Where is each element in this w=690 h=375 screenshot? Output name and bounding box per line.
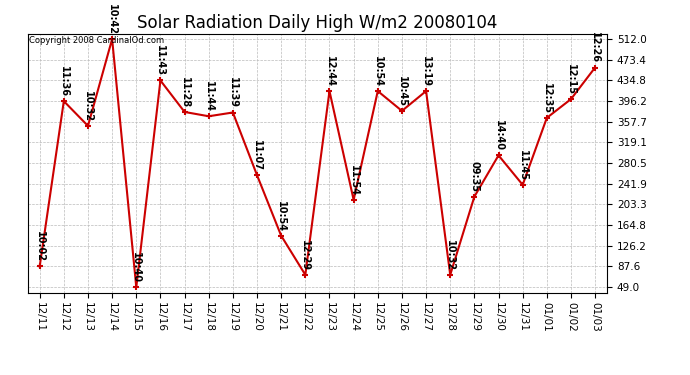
Text: 14:40: 14:40	[493, 120, 504, 151]
Text: 10:02: 10:02	[34, 231, 45, 262]
Text: 11:43: 11:43	[155, 45, 166, 76]
Text: 10:40: 10:40	[131, 252, 141, 283]
Title: Solar Radiation Daily High W/m2 20080104: Solar Radiation Daily High W/m2 20080104	[137, 14, 497, 32]
Text: 11:28: 11:28	[179, 76, 190, 108]
Text: 11:07: 11:07	[252, 140, 262, 171]
Text: 12:15: 12:15	[566, 64, 576, 95]
Text: 11:54: 11:54	[348, 165, 359, 196]
Text: 12:26: 12:26	[590, 32, 600, 63]
Text: 10:45: 10:45	[397, 76, 407, 107]
Text: 11:36: 11:36	[59, 66, 69, 97]
Text: 11:39: 11:39	[228, 77, 238, 108]
Text: 11:45: 11:45	[518, 150, 528, 181]
Text: Copyright 2008 CardinalOd.com: Copyright 2008 CardinalOd.com	[29, 36, 164, 45]
Text: 12:29: 12:29	[300, 240, 310, 271]
Text: 12:44: 12:44	[324, 56, 335, 87]
Text: 10:42: 10:42	[107, 4, 117, 35]
Text: 10:54: 10:54	[373, 56, 383, 87]
Text: 10:32: 10:32	[445, 240, 455, 271]
Text: 12:35: 12:35	[542, 83, 552, 114]
Text: 10:54: 10:54	[276, 201, 286, 231]
Text: 13:19: 13:19	[421, 56, 431, 87]
Text: 09:35: 09:35	[469, 162, 480, 192]
Text: 10:32: 10:32	[83, 91, 93, 122]
Text: 11:44: 11:44	[204, 81, 214, 112]
